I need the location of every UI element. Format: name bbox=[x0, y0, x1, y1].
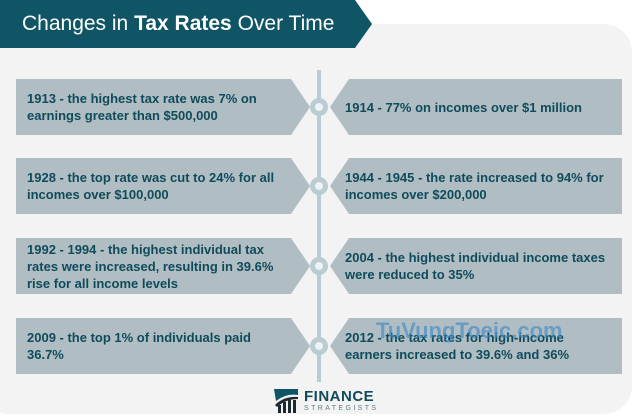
entry-text: 1944 - 1945 - the rate increased to 94% … bbox=[345, 170, 604, 202]
watermark: TuVungToeic.com bbox=[376, 318, 563, 343]
timeline-entry-1913: 1913 - the highest tax rate was 7% on ea… bbox=[16, 79, 310, 135]
title-bold: Tax Rates bbox=[134, 12, 232, 35]
logo-main-text: FINANCE bbox=[304, 387, 375, 405]
timeline-entry-1944: 1944 - 1945 - the rate increased to 94% … bbox=[330, 158, 622, 214]
timeline-entry-2012: 2012 - the tax rates for high-income ear… bbox=[330, 318, 622, 374]
timeline-entry-1992: 1992 - 1994 - the highest individual tax… bbox=[16, 238, 310, 294]
finance-strategists-logo: FINANCE STRATEGISTS bbox=[272, 385, 379, 415]
timeline-node-icon bbox=[310, 257, 328, 275]
logo-bars-icon bbox=[274, 389, 298, 413]
timeline-entry-1928: 1928 - the top rate was cut to 24% for a… bbox=[16, 158, 310, 214]
timeline-entry-1914: 1914 - 77% on incomes over $1 million bbox=[330, 79, 622, 135]
timeline-entry-2004: 2004 - the highest individual income tax… bbox=[330, 238, 622, 294]
title-suffix: Over Time bbox=[231, 12, 335, 35]
entry-text: 2012 - the tax rates for high-income ear… bbox=[345, 330, 570, 362]
timeline-line bbox=[317, 70, 321, 382]
entry-text: 1992 - 1994 - the highest individual tax… bbox=[27, 241, 274, 291]
timeline-node-icon bbox=[310, 337, 328, 355]
timeline-node-icon bbox=[310, 98, 328, 116]
entry-text: 1914 - 77% on incomes over $1 million bbox=[345, 99, 582, 115]
timeline-entry-2009: 2009 - the top 1% of individuals paid 36… bbox=[16, 318, 310, 374]
entry-text: 2004 - the highest individual income tax… bbox=[345, 250, 606, 282]
page-title: Changes in Tax Rates Over Time bbox=[22, 0, 334, 48]
logo-sub-text: STRATEGISTS bbox=[304, 404, 379, 412]
timeline-node-icon bbox=[310, 177, 328, 195]
title-banner: Changes in Tax Rates Over Time bbox=[0, 0, 372, 48]
entry-text: 2009 - the top 1% of individuals paid 36… bbox=[27, 330, 251, 362]
title-prefix: Changes in bbox=[22, 12, 135, 35]
entry-text: 1928 - the top rate was cut to 24% for a… bbox=[27, 170, 275, 202]
entry-text: 1913 - the highest tax rate was 7% on ea… bbox=[27, 91, 257, 123]
